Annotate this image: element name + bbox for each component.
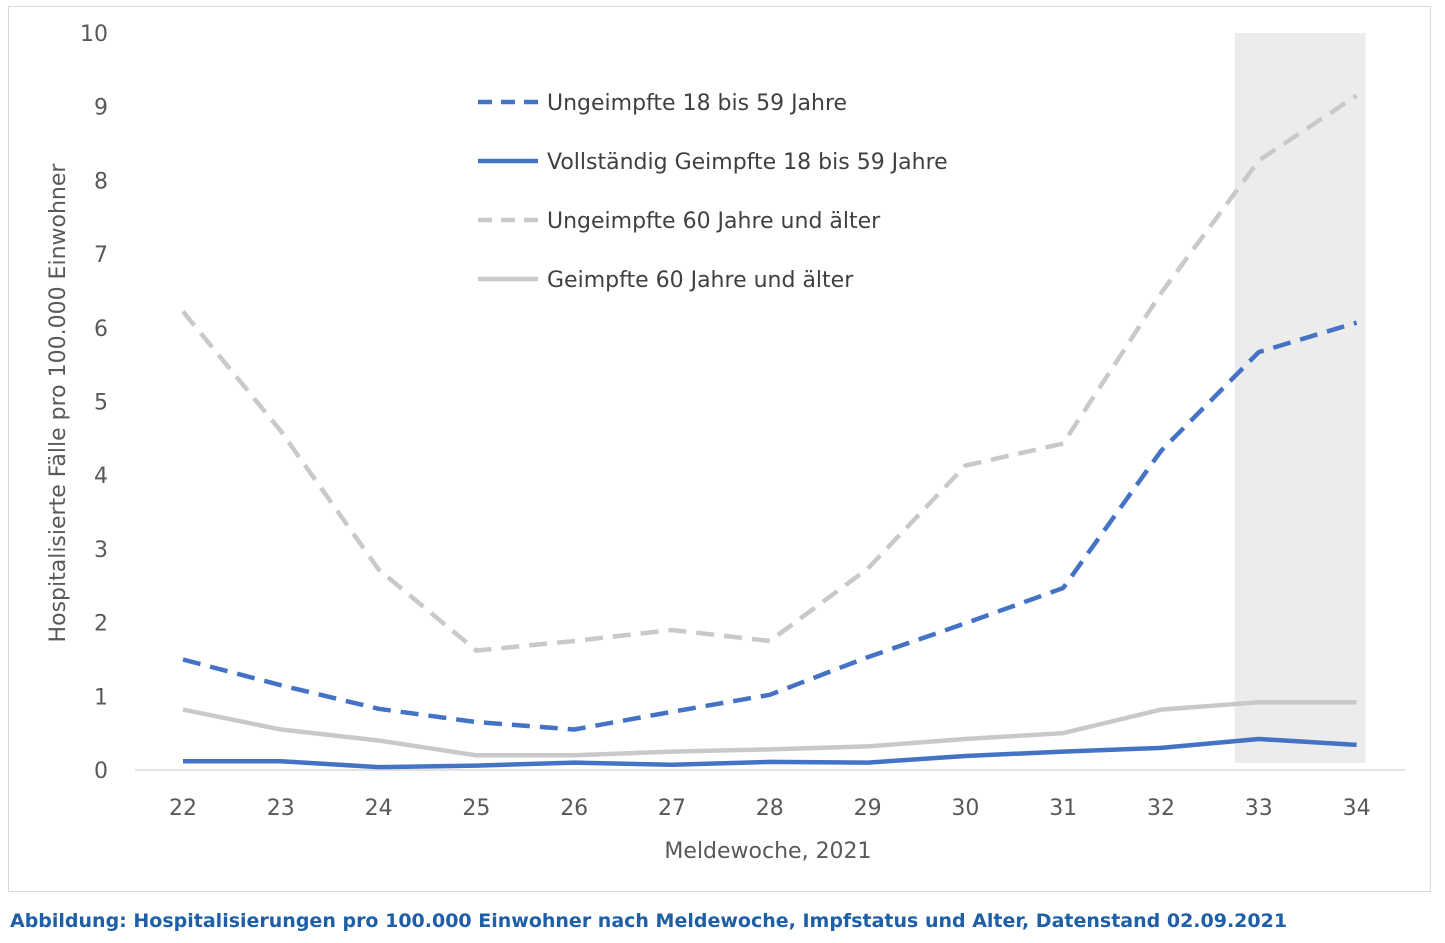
x-tick-label: 33	[1245, 796, 1273, 821]
legend-label: Ungeimpfte 18 bis 59 Jahre	[547, 91, 847, 116]
y-axis-ticks: 0 1 2 3 4 5 6 7 8 9 10	[80, 22, 108, 784]
x-tick-label: 32	[1147, 796, 1175, 821]
x-tick-label: 27	[658, 796, 686, 821]
y-tick-label: 10	[80, 22, 108, 47]
figure-caption: Abbildung: Hospitalisierungen pro 100.00…	[10, 910, 1288, 932]
series-line-1	[182, 320, 1358, 732]
series-line-2	[183, 736, 1357, 770]
x-tick-label: 28	[756, 796, 784, 821]
y-tick-label: 2	[94, 612, 108, 637]
legend-label: Geimpfte 60 Jahre und älter	[547, 268, 854, 293]
x-tick-label: 25	[462, 796, 490, 821]
x-tick-label: 23	[267, 796, 295, 821]
highlight-band	[1234, 33, 1366, 763]
y-tick-label: 5	[94, 391, 108, 416]
y-tick-label: 9	[94, 96, 108, 121]
x-tick-label: 22	[169, 796, 197, 821]
legend-label: Ungeimpfte 60 Jahre und älter	[547, 209, 881, 234]
series-line-3	[181, 93, 1358, 653]
x-tick-label: 24	[365, 796, 393, 821]
x-axis-title: Meldewoche, 2021	[664, 839, 871, 864]
y-tick-label: 8	[94, 169, 108, 194]
y-tick-label: 6	[94, 317, 108, 342]
x-tick-label: 26	[560, 796, 588, 821]
x-tick-label: 31	[1049, 796, 1077, 821]
legend: Ungeimpfte 18 bis 59 Jahre Vollständig Ge…	[478, 91, 948, 293]
y-tick-label: 4	[94, 464, 108, 489]
y-tick-label: 7	[94, 243, 108, 268]
x-tick-label: 29	[854, 796, 882, 821]
x-axis-ticks: 22 23 24 25 26 27 28 29 30 31 32 33 34	[169, 796, 1371, 821]
y-axis-title: Hospitalisierte Fälle pro 100.000 Einwoh…	[46, 163, 71, 643]
y-tick-label: 0	[94, 759, 108, 784]
legend-label: Vollständig Geimpfte 18 bis 59 Jahre	[547, 150, 948, 175]
x-tick-label: 34	[1343, 796, 1371, 821]
y-tick-label: 1	[94, 685, 108, 710]
x-tick-label: 30	[951, 796, 979, 821]
series-line-4	[182, 699, 1357, 758]
series-lines	[181, 93, 1358, 770]
y-tick-label: 3	[94, 538, 108, 563]
